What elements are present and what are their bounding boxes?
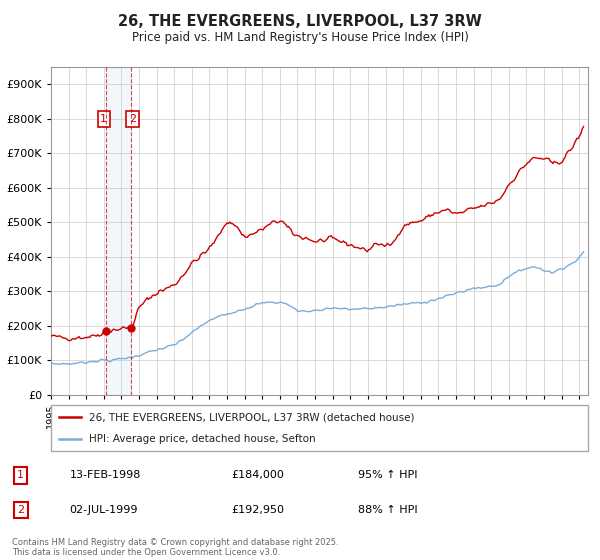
Text: Contains HM Land Registry data © Crown copyright and database right 2025.
This d: Contains HM Land Registry data © Crown c…	[12, 538, 338, 557]
Text: 26, THE EVERGREENS, LIVERPOOL, L37 3RW (detached house): 26, THE EVERGREENS, LIVERPOOL, L37 3RW (…	[89, 412, 414, 422]
Bar	[106, 67, 131, 395]
Text: 1: 1	[100, 114, 107, 124]
Text: 02-JUL-1999: 02-JUL-1999	[70, 505, 138, 515]
Text: 26, THE EVERGREENS, LIVERPOOL, L37 3RW: 26, THE EVERGREENS, LIVERPOOL, L37 3RW	[118, 14, 482, 29]
Text: 88% ↑ HPI: 88% ↑ HPI	[358, 505, 417, 515]
Text: 13-FEB-1998: 13-FEB-1998	[70, 470, 141, 480]
Text: Price paid vs. HM Land Registry's House Price Index (HPI): Price paid vs. HM Land Registry's House …	[131, 31, 469, 44]
FancyBboxPatch shape	[51, 405, 588, 451]
Text: 2: 2	[129, 114, 136, 124]
Text: 1: 1	[17, 470, 24, 480]
Text: £192,950: £192,950	[231, 505, 284, 515]
Text: HPI: Average price, detached house, Sefton: HPI: Average price, detached house, Seft…	[89, 435, 315, 444]
Text: 2: 2	[17, 505, 24, 515]
Text: 95% ↑ HPI: 95% ↑ HPI	[358, 470, 417, 480]
Text: £184,000: £184,000	[231, 470, 284, 480]
